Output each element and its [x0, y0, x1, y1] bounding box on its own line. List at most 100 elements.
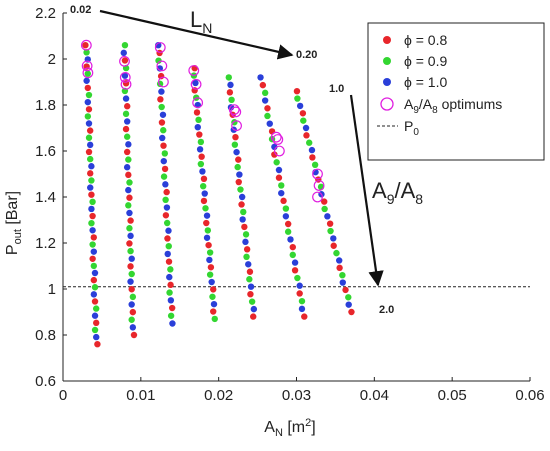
data-point-7-26 — [339, 272, 346, 279]
data-point-4-18 — [201, 190, 208, 197]
data-point-4-28 — [207, 264, 215, 271]
data-point-3-7 — [158, 88, 165, 95]
data-point-6-32 — [301, 313, 308, 320]
x-tick-label: 0 — [59, 387, 67, 404]
data-point-3-25 — [165, 227, 172, 234]
data-point-3-37 — [169, 320, 176, 327]
data-point-6-14 — [275, 174, 283, 181]
data-point-6-21 — [284, 228, 292, 235]
data-point-6-4 — [261, 97, 269, 104]
optimum-marker-3-2 — [156, 60, 168, 72]
data-point-2-28 — [127, 247, 134, 255]
data-point-7-9 — [308, 146, 316, 154]
optimum-marker-4-2 — [190, 78, 202, 90]
data-point-4-34 — [210, 308, 217, 315]
data-point-1-14 — [85, 134, 93, 141]
data-point-3-34 — [167, 297, 175, 304]
data-point-3-20 — [163, 188, 170, 196]
data-point-2-33 — [128, 286, 135, 293]
data-point-1-34 — [90, 276, 98, 284]
data-point-4-30 — [208, 278, 215, 286]
x-tick-label: 0.06 — [515, 387, 544, 404]
data-point-6-29 — [296, 290, 303, 297]
data-point-5-21 — [241, 223, 248, 231]
data-point-7-18 — [324, 213, 331, 220]
data-point-2-2 — [120, 49, 127, 57]
data-point-1-23 — [89, 198, 96, 206]
data-point-3-12 — [160, 127, 167, 134]
data-point-6-2 — [259, 81, 267, 89]
data-point-3-14 — [160, 142, 167, 149]
data-point-1-20 — [88, 177, 95, 184]
data-point-5-31 — [248, 298, 256, 305]
data-point-3-29 — [165, 258, 173, 265]
data-point-3-17 — [161, 165, 169, 173]
data-point-2-12 — [122, 125, 130, 133]
data-point-6-7 — [266, 120, 273, 127]
data-point-7-3 — [296, 102, 304, 110]
data-point-2-30 — [127, 263, 134, 270]
y-tick-label: 0.6 — [35, 373, 56, 390]
data-point-7-1 — [293, 88, 301, 95]
data-point-5-11 — [233, 148, 240, 156]
data-point-1-38 — [92, 305, 100, 312]
data-point-3-22 — [163, 204, 171, 211]
data-point-4-35 — [211, 315, 218, 323]
data-point-1-43 — [94, 341, 101, 348]
optimum-marker-4-3 — [192, 97, 204, 109]
data-point-3-3 — [155, 57, 162, 64]
data-point-2-27 — [126, 240, 133, 247]
data-point-4-13 — [198, 153, 205, 160]
data-point-3-19 — [162, 181, 169, 188]
data-point-4-25 — [205, 241, 212, 249]
data-point-7-6 — [302, 124, 310, 132]
data-point-7-2 — [294, 95, 301, 102]
data-point-5-24 — [243, 246, 251, 253]
data-point-2-26 — [127, 232, 134, 240]
data-point-2-24 — [127, 217, 134, 224]
data-point-4-29 — [206, 271, 214, 278]
data-point-5-13 — [234, 163, 241, 171]
data-point-1-33 — [91, 269, 99, 277]
data-point-7-4 — [299, 110, 307, 117]
data-point-7-30 — [345, 301, 352, 308]
data-point-1-41 — [91, 326, 99, 334]
data-point-7-16 — [321, 198, 328, 205]
data-point-5-32 — [250, 305, 258, 313]
data-point-2-5 — [121, 72, 129, 79]
data-point-3-13 — [159, 134, 166, 142]
data-point-3-23 — [162, 212, 170, 219]
data-point-5-19 — [240, 208, 247, 216]
data-point-7-23 — [333, 249, 340, 257]
data-point-5-17 — [238, 193, 246, 201]
data-point-1-27 — [89, 227, 96, 234]
data-point-6-26 — [291, 267, 299, 274]
data-point-7-21 — [330, 235, 337, 242]
data-point-5-30 — [247, 290, 254, 298]
data-point-1-21 — [87, 184, 94, 191]
data-point-6-6 — [264, 112, 271, 120]
y-tick-label: 1.2 — [35, 235, 56, 252]
data-point-3-24 — [163, 219, 171, 227]
data-point-7-17 — [321, 205, 328, 213]
legend: ϕ = 0.8 ϕ = 0.9 ϕ = 1.0 A9/A8 optimums P… — [367, 22, 545, 161]
data-point-4-10 — [196, 131, 203, 138]
optimum-marker-2-2 — [119, 71, 131, 83]
data-point-2-38 — [129, 324, 137, 331]
data-point-5-3 — [226, 89, 234, 96]
data-point-6-24 — [289, 251, 296, 259]
data-point-5-20 — [239, 216, 246, 223]
y-axis-label: Pout [Bar] — [4, 191, 24, 255]
data-point-4-31 — [210, 286, 217, 293]
data-point-4-17 — [199, 182, 207, 190]
data-point-6-27 — [294, 274, 301, 282]
optimum-marker-3-3 — [158, 76, 169, 88]
data-point-6-19 — [282, 213, 290, 220]
x-tick-label: 0.05 — [438, 387, 467, 404]
data-point-7-28 — [342, 286, 349, 294]
data-point-6-22 — [287, 236, 294, 243]
data-point-7-7 — [303, 132, 310, 139]
legend-marker-phi-0-9 — [383, 57, 391, 65]
y-tick-label: 2 — [48, 51, 56, 68]
